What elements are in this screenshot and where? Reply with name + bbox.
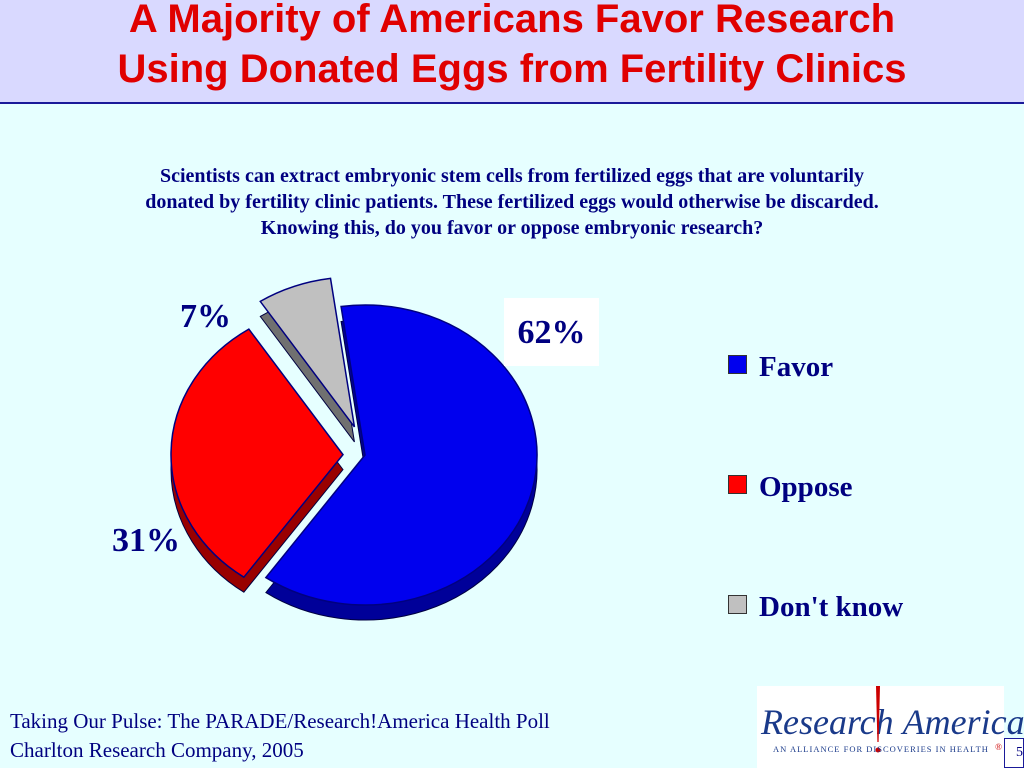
legend-item-favor: Favor bbox=[728, 350, 833, 384]
data-label-dont-know: 7% bbox=[180, 298, 231, 335]
slide-number: 5 bbox=[1004, 738, 1024, 768]
pie-slice-favor bbox=[264, 304, 538, 606]
logo-wordmark: Research America bbox=[761, 702, 1024, 742]
legend-swatch-favor bbox=[728, 355, 747, 374]
logo-name-left: Research bbox=[761, 702, 894, 742]
legend-item-dont-know: Don't know bbox=[728, 590, 903, 624]
question-line-3: Knowing this, do you favor or oppose emb… bbox=[260, 217, 764, 239]
logo-name-right: America bbox=[902, 702, 1024, 742]
data-label-favor: 62% bbox=[504, 298, 599, 366]
legend-item-oppose: Oppose bbox=[728, 470, 852, 504]
source-line-2: Charlton Research Company, 2005 bbox=[10, 738, 304, 762]
slide-header: A Majority of Americans Favor Research U… bbox=[0, 0, 1024, 104]
pie-slice-oppose bbox=[170, 328, 344, 579]
data-label-oppose: 31% bbox=[112, 522, 180, 559]
legend-label-dont-know: Don't know bbox=[759, 591, 904, 623]
research-america-logo: Research America AN ALLIANCE FOR DISCOVE… bbox=[757, 686, 1024, 768]
exclamation-mark-icon bbox=[875, 686, 881, 753]
source-citation: Taking Our Pulse: The PARADE/Research!Am… bbox=[10, 707, 550, 765]
source-line-1: Taking Our Pulse: The PARADE/Research!Am… bbox=[10, 709, 550, 733]
logo-tagline: AN ALLIANCE FOR DISCOVERIES IN HEALTH bbox=[773, 744, 989, 754]
slide-title: A Majority of Americans Favor Research U… bbox=[0, 0, 1024, 94]
question-line-2: donated by fertility clinic patients. Th… bbox=[145, 191, 879, 213]
legend-label-oppose: Oppose bbox=[759, 471, 853, 503]
survey-question: Scientists can extract embryonic stem ce… bbox=[30, 163, 994, 241]
question-line-1: Scientists can extract embryonic stem ce… bbox=[159, 165, 865, 187]
legend-swatch-oppose bbox=[728, 475, 747, 494]
registered-mark: ® bbox=[995, 742, 1002, 752]
title-line-1: A Majority of Americans Favor Research bbox=[128, 0, 896, 41]
pie-slice-dont-know bbox=[259, 277, 356, 428]
legend-label-favor: Favor bbox=[759, 351, 834, 383]
title-line-2: Using Donated Eggs from Fertility Clinic… bbox=[117, 47, 907, 91]
legend-swatch-dont-know bbox=[728, 595, 747, 614]
